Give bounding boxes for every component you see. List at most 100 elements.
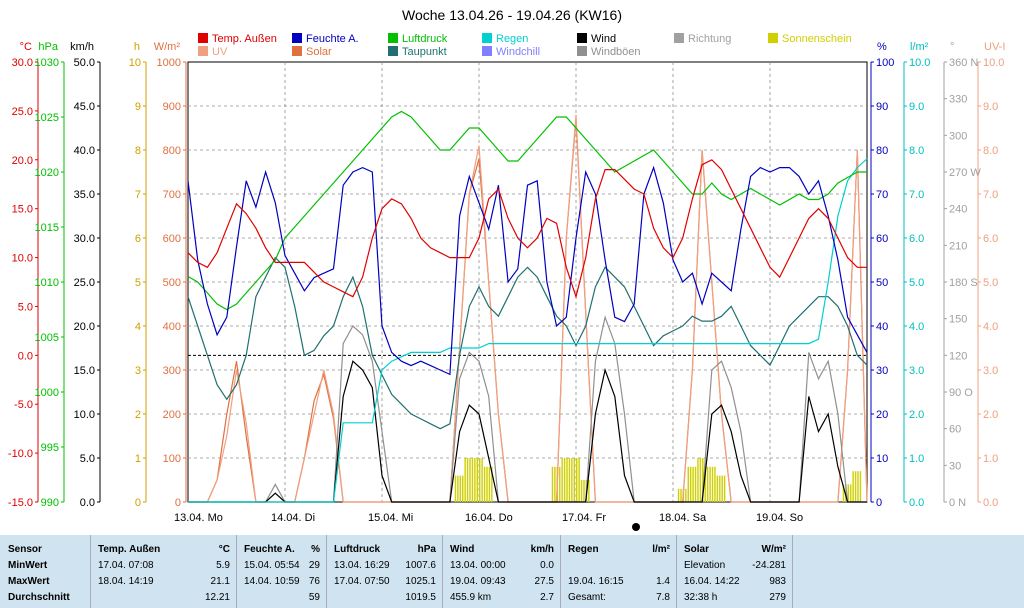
- stats-header-unit: °C: [218, 544, 230, 555]
- stats-row-time: Gesamt:: [568, 592, 606, 603]
- series-line-temp-au-en: [187, 159, 867, 299]
- stats-column-luftdruck: Luftdruck hPa 13.04. 16:29 1007.6 17.04. 07:…: [326, 535, 443, 608]
- left-axis-tick-label: 15.0: [12, 204, 33, 216]
- stats-header-title: Solar: [684, 544, 710, 555]
- sunshine-bar: [714, 466, 716, 502]
- stats-row-value: 1019.5: [405, 592, 436, 603]
- stats-header-unit: W/m²: [761, 544, 786, 555]
- right-axes: %1009080706050403020100l/m²10.09.08.07.0…: [870, 41, 1005, 509]
- left-axis-tick-label: 400: [163, 321, 181, 333]
- left-axis-tick-label: 45.0: [74, 101, 95, 113]
- legend-label: Richtung: [688, 33, 731, 45]
- sunshine-bar: [568, 458, 571, 502]
- stats-header-unit: l/m²: [652, 544, 670, 555]
- right-axis-tick-label: 30: [876, 365, 888, 377]
- stats-row: Elevation -24.281: [676, 560, 792, 574]
- stats-row: 1019.5: [326, 592, 442, 606]
- left-axis-tick-label: 50.0: [74, 57, 95, 69]
- x-axis-day-label: 15.04. Mi: [368, 512, 413, 524]
- legend-swatch: [482, 33, 492, 43]
- right-axis-tick-label: 90: [876, 101, 888, 113]
- left-axis-tick-label: 7: [135, 189, 141, 201]
- left-axis-tick-label: 9: [135, 101, 141, 113]
- legend-label: Feuchte A.: [306, 33, 359, 45]
- right-axis-tick-label: 8.0: [909, 145, 924, 157]
- stats-row-time: 17.04. 07:08: [98, 560, 154, 571]
- stats-row: 16.04. 14:22 983: [676, 576, 792, 590]
- stats-row-value: 1.4: [656, 576, 670, 587]
- right-axis-tick-label: 40: [876, 321, 888, 333]
- right-axis-tick-label: 210: [949, 240, 967, 252]
- left-axis-tick-label: 4: [135, 321, 141, 333]
- left-axis-tick-label: 35.0: [74, 189, 95, 201]
- stats-row: 13.04. 00:00 0.0: [442, 560, 560, 574]
- left-axis-tick-label: 0.0: [18, 350, 33, 362]
- left-axis-tick-label: 3: [135, 365, 141, 377]
- left-axis-tick-label: 1025: [35, 112, 59, 124]
- sunshine-bar: [559, 466, 561, 502]
- left-axis-tick-label: 1010: [35, 277, 59, 289]
- legend-label: Windböen: [591, 46, 641, 58]
- sunshine-bar: [680, 488, 682, 502]
- stats-row-value: 7.8: [656, 592, 670, 603]
- sunshine-bar: [566, 458, 568, 502]
- stats-header-title: Temp. Außen: [98, 544, 161, 555]
- left-axis-tick-label: 0.0: [80, 497, 95, 509]
- sunshine-bar: [459, 475, 462, 502]
- right-axis-tick-label: 240: [949, 204, 967, 216]
- left-axis-tick-label: 20.0: [74, 321, 95, 333]
- legend-label: Wind: [591, 33, 616, 45]
- stats-row: Gesamt: 7.8: [560, 592, 676, 606]
- stats-column-temp: Temp. Außen °C 17.04. 07:08 5.9 18.04. 14:19…: [90, 535, 237, 608]
- stats-row-time: 18.04. 14:19: [98, 576, 154, 587]
- right-axis-tick-label: 30: [949, 460, 961, 472]
- stats-header: Wind km/h: [442, 544, 560, 558]
- legend-swatch: [292, 46, 302, 56]
- right-axis-tick-label: 5.0: [909, 277, 924, 289]
- sunshine-bar: [702, 458, 704, 502]
- right-axis-tick-label: 2.0: [983, 409, 998, 421]
- stats-row-value: 59: [308, 592, 320, 603]
- stats-row: 19.04. 09:43 27.5: [442, 576, 560, 590]
- moon-phase-icon: [632, 523, 640, 531]
- left-axis-tick-label: 40.0: [74, 145, 95, 157]
- stats-row: 19.04. 16:15 1.4: [560, 576, 676, 590]
- legend-swatch: [198, 46, 208, 56]
- x-axis-labels: 13.04. Mo 14.04. Di 15.04. Mi 16.04. Do 17.0…: [174, 512, 803, 524]
- right-axis-unit: %: [877, 41, 887, 53]
- stats-header: Luftdruck hPa: [326, 544, 442, 558]
- left-axis-tick-label: 300: [163, 365, 181, 377]
- left-axis-tick-label: 25.0: [12, 106, 33, 118]
- sunshine-bar: [697, 458, 699, 502]
- left-axis-unit: h: [134, 41, 140, 53]
- series-line-taupunkt: [187, 256, 868, 430]
- stats-header-title: Wind: [450, 544, 475, 555]
- right-axis-tick-label: 6.0: [983, 233, 998, 245]
- left-axis-tick-label: 10.0: [74, 409, 95, 421]
- stats-row-time: 32:38 h: [684, 592, 718, 603]
- left-axis-tick-label: 25.0: [74, 277, 95, 289]
- stats-header: Regen l/m²: [560, 544, 676, 558]
- right-axis-tick-label: 9.0: [983, 101, 998, 113]
- stats-row-value: 21.1: [210, 576, 230, 587]
- legend-label: Windchill: [496, 46, 540, 58]
- left-axis-tick-label: 10.0: [12, 253, 33, 265]
- right-axis-tick-label: 180 S: [949, 277, 978, 289]
- right-axis-tick-label: 6.0: [909, 233, 924, 245]
- sunshine-bar: [711, 466, 714, 502]
- left-axis-tick-label: 10: [129, 57, 141, 69]
- legend-swatch: [482, 46, 492, 56]
- left-axis-tick-label: 5.0: [18, 301, 33, 313]
- sunshine-bar: [845, 484, 847, 502]
- stats-row-value: 279: [769, 592, 786, 603]
- sunshine-bar: [704, 458, 706, 502]
- stats-row-value: 5.9: [216, 560, 230, 571]
- legend-swatch: [388, 46, 398, 56]
- legend-swatch: [768, 33, 778, 43]
- sunshine-bar: [677, 488, 680, 502]
- x-axis-day-label: 18.04. Sa: [659, 512, 707, 524]
- legend-label: Temp. Außen: [212, 33, 277, 45]
- sunshine-bar: [576, 458, 578, 502]
- stats-column-solar: Solar W/m² Elevation -24.281 16.04. 14:22 983…: [676, 535, 793, 608]
- sunshine-bar: [571, 458, 573, 502]
